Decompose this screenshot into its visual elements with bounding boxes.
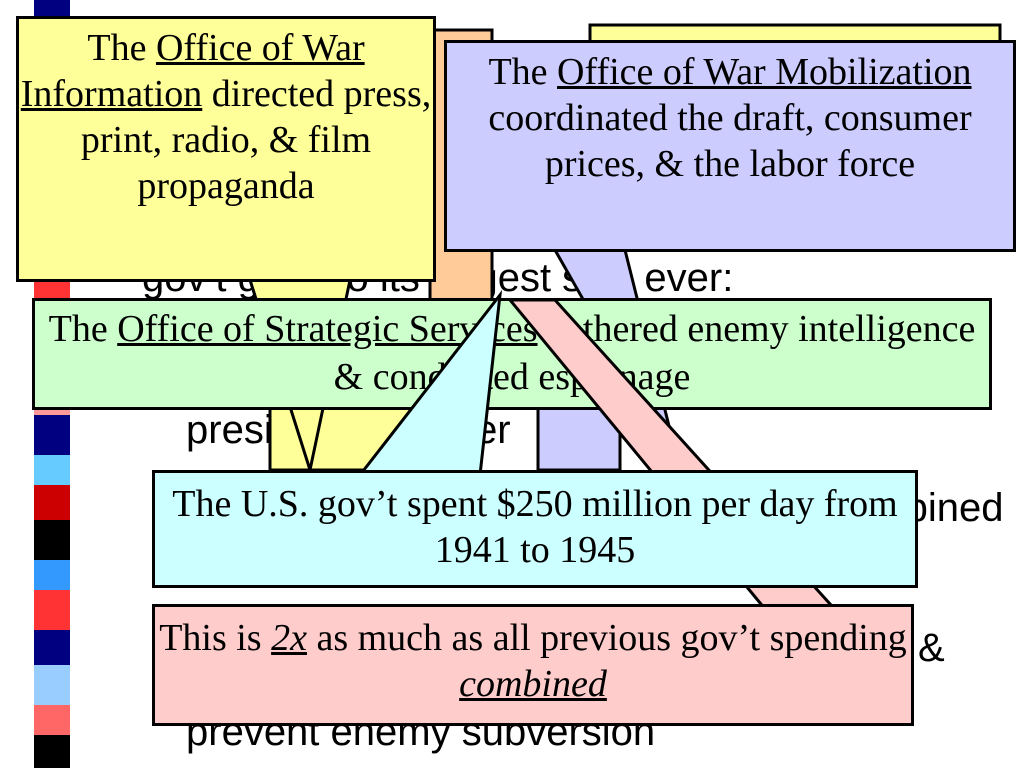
callout-office-of-strategic-services: The Office of Strategic Services gathere…	[32, 298, 992, 410]
owi-rest: directed press, print, radio, & film pro…	[80, 73, 432, 207]
comparison-part-1: This is	[159, 617, 272, 659]
comparison-emphasis-combined: combined	[459, 663, 607, 705]
owm-prefix: The	[488, 51, 558, 93]
callout-government-spending: The U.S. gov’t spent $250 million per da…	[152, 470, 918, 588]
owi-name: Office of War Information	[20, 27, 365, 115]
callout-spending-comparison: This is 2x as much as all previous gov’t…	[152, 604, 914, 726]
owi-prefix: The	[87, 27, 156, 69]
comparison-part-2: as much as all previous gov’t spending	[306, 617, 907, 659]
oss-prefix: The	[48, 308, 118, 350]
owm-rest: coordinated the draft, consumer prices, …	[488, 97, 972, 185]
owm-name: Office of War Mobilization	[557, 51, 972, 93]
callout-office-of-war-information: The Office of War Information directed p…	[16, 16, 436, 282]
bg-text-line-4: &	[918, 626, 945, 670]
callout-office-of-war-mobilization: The Office of War Mobilization coordinat…	[444, 40, 1016, 252]
spending-text: The U.S. gov’t spent $250 million per da…	[172, 483, 898, 571]
comparison-emphasis-2x: 2x	[271, 617, 307, 659]
